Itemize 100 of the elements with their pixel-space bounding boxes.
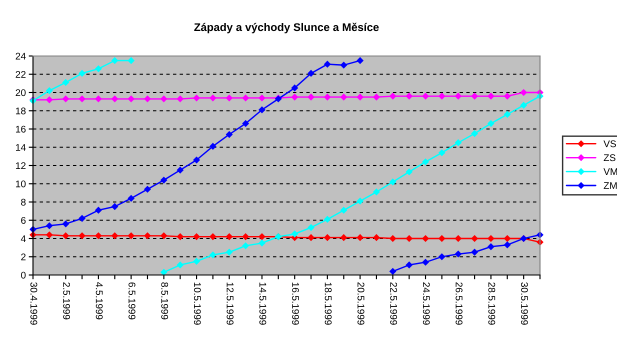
point	[471, 92, 478, 100]
point	[438, 235, 446, 242]
point	[226, 248, 233, 256]
point	[78, 70, 86, 77]
point	[504, 111, 511, 118]
point	[324, 216, 331, 223]
point	[488, 243, 494, 250]
point	[176, 233, 184, 240]
point	[373, 94, 380, 100]
y-tick-label: 6	[21, 216, 26, 224]
point	[46, 87, 53, 94]
legend-label: ZM	[604, 182, 617, 189]
point	[128, 195, 134, 202]
point	[193, 258, 200, 265]
point	[78, 232, 86, 240]
point	[406, 168, 412, 176]
point	[258, 240, 266, 246]
point	[291, 94, 298, 100]
x-tick-label: 28.5.1999	[488, 282, 496, 325]
point	[454, 250, 462, 258]
point	[242, 242, 249, 250]
point	[112, 57, 118, 64]
point	[488, 92, 494, 100]
point	[406, 92, 412, 100]
point	[324, 234, 331, 241]
point	[390, 235, 396, 242]
point	[340, 206, 347, 214]
point	[210, 94, 216, 102]
point	[340, 234, 347, 241]
point	[291, 84, 298, 92]
point	[95, 66, 102, 72]
x-tick-label: 12.5.1999	[226, 282, 234, 325]
x-tick-label: 18.5.1999	[324, 282, 332, 325]
point	[422, 258, 429, 266]
point	[112, 232, 118, 240]
point	[488, 120, 494, 127]
point	[112, 203, 118, 210]
point	[128, 232, 134, 240]
point	[520, 89, 527, 96]
point	[390, 178, 396, 186]
point	[438, 254, 446, 260]
point	[356, 57, 364, 64]
point	[373, 188, 380, 196]
point	[193, 156, 200, 164]
legend-label: VS	[603, 140, 616, 148]
x-tick-label: 14.5.1999	[259, 282, 266, 325]
point	[226, 94, 233, 102]
point	[438, 149, 446, 156]
point	[144, 96, 151, 102]
y-tick-label: 2	[21, 253, 26, 260]
point	[78, 96, 86, 102]
point	[308, 224, 314, 231]
point	[356, 234, 364, 241]
point	[308, 70, 314, 77]
chart-title: Západy a východy Slunce a Měsíce	[194, 22, 379, 34]
point	[373, 234, 380, 241]
point	[504, 242, 511, 248]
point	[160, 176, 168, 184]
point	[46, 222, 53, 229]
point	[356, 198, 364, 204]
point	[242, 120, 249, 127]
point	[128, 57, 134, 64]
point	[176, 166, 184, 174]
point	[160, 96, 168, 102]
x-tick-label: 30.5.1999	[521, 282, 528, 325]
y-tick-label: 8	[21, 198, 26, 206]
point	[406, 262, 412, 268]
legend-label: ZS	[604, 154, 616, 162]
x-tick-label: 16.5.1999	[292, 282, 299, 325]
y-tick-label: 12	[16, 162, 26, 170]
y-tick-label: 24	[16, 52, 26, 60]
point	[210, 252, 216, 258]
point	[242, 233, 249, 240]
point	[356, 94, 364, 100]
point	[176, 262, 184, 268]
point	[454, 92, 462, 100]
y-tick-label: 10	[16, 180, 26, 188]
point	[308, 94, 314, 100]
point	[390, 268, 396, 275]
point	[471, 235, 478, 242]
point	[242, 94, 249, 102]
point	[258, 94, 266, 102]
point	[144, 186, 151, 192]
point	[160, 232, 168, 240]
x-tick-label: 22.5.1999	[390, 282, 398, 325]
point	[193, 233, 200, 240]
point	[144, 232, 151, 240]
point	[210, 143, 216, 150]
point	[226, 233, 233, 240]
x-tick-label: 8.5.1999	[161, 282, 168, 320]
y-tick-label: 0	[21, 272, 26, 279]
point	[128, 96, 134, 102]
legend-label: VM	[603, 168, 617, 175]
x-tick-label: 20.5.1999	[357, 282, 364, 325]
x-tick-label: 10.5.1999	[194, 282, 201, 325]
point	[112, 96, 118, 102]
point	[422, 92, 429, 100]
point	[258, 233, 266, 240]
point	[422, 158, 429, 166]
point	[210, 233, 216, 240]
